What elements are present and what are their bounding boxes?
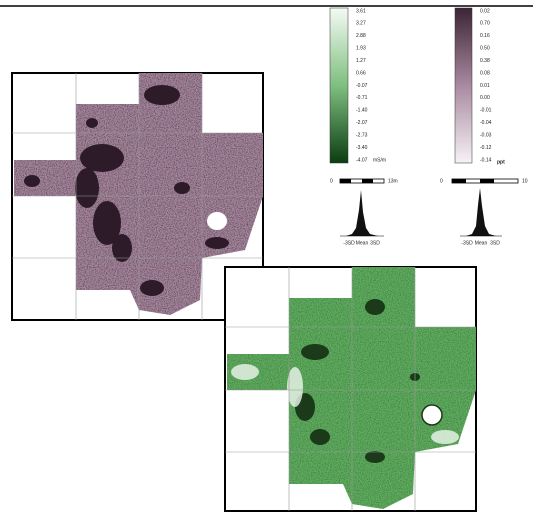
colorbar-label: -0.12 xyxy=(480,145,492,151)
colorbar-label: 1.93 xyxy=(356,46,366,52)
colorbar-label: 0.66 xyxy=(356,70,366,76)
colorbar-green xyxy=(330,8,348,163)
histogram-label: -3SD xyxy=(461,240,473,246)
scale-start: 0 xyxy=(440,178,443,184)
colorbar-label: 0.38 xyxy=(480,58,490,64)
colorbar-label: 0.08 xyxy=(480,70,490,76)
histogram-label: Mean xyxy=(475,240,488,246)
histogram-label: -3SD xyxy=(343,240,355,246)
conductivity-map xyxy=(225,267,476,512)
histogram-label: Mean xyxy=(356,240,369,246)
scale-bar-1 xyxy=(340,179,384,183)
colorbar-label: 0.02 xyxy=(480,8,490,14)
colorbar-unit: mS/m xyxy=(373,157,386,163)
colorbar-label: 2.88 xyxy=(356,33,366,39)
colorbar-label: 1.27 xyxy=(356,58,366,64)
page: {"colorbars": [ {"labels": ["3.61", "3.2… xyxy=(0,0,533,512)
figure: 3.61 3.27 2.88 1.93 1.27 0.66 -0.07 -0.71 -1.40 -… xyxy=(0,0,533,512)
scale-start: 0 xyxy=(330,178,333,184)
colorbar-purple xyxy=(455,8,472,163)
colorbar-label: 0.00 xyxy=(480,95,490,101)
colorbar-label: 3.27 xyxy=(356,21,366,27)
histograms xyxy=(340,188,502,236)
scale-bar-2 xyxy=(452,179,518,183)
colorbar-label: -0.04 xyxy=(480,120,492,126)
colorbar-label: -4.07 xyxy=(356,157,368,163)
histogram-label: 3SD xyxy=(490,240,500,246)
colorbar-label: -0.71 xyxy=(356,95,368,101)
colorbar-label: 0.01 xyxy=(480,83,490,89)
colorbar-label: 0.70 xyxy=(480,21,490,27)
colorbar-label: -3.40 xyxy=(356,145,368,151)
colorbar-label: -2.07 xyxy=(356,120,368,126)
colorbar-label: -0.01 xyxy=(480,108,492,114)
colorbar-label: -1.40 xyxy=(356,108,368,114)
colorbar-label: -0.14 xyxy=(480,157,492,163)
colorbar-label: 0.16 xyxy=(480,33,490,39)
scale-end: 13m xyxy=(388,178,398,184)
scale-end: 10 xyxy=(522,178,528,184)
colorbar-label: -2.73 xyxy=(356,132,368,138)
colorbar-label: 3.61 xyxy=(356,8,366,14)
colorbar-label: -0.03 xyxy=(480,132,492,138)
histogram-label: 3SD xyxy=(370,240,380,246)
colorbar-unit: ppt xyxy=(497,159,505,165)
colorbar-label: 0.50 xyxy=(480,46,490,52)
colorbar-label: -0.07 xyxy=(356,83,368,89)
